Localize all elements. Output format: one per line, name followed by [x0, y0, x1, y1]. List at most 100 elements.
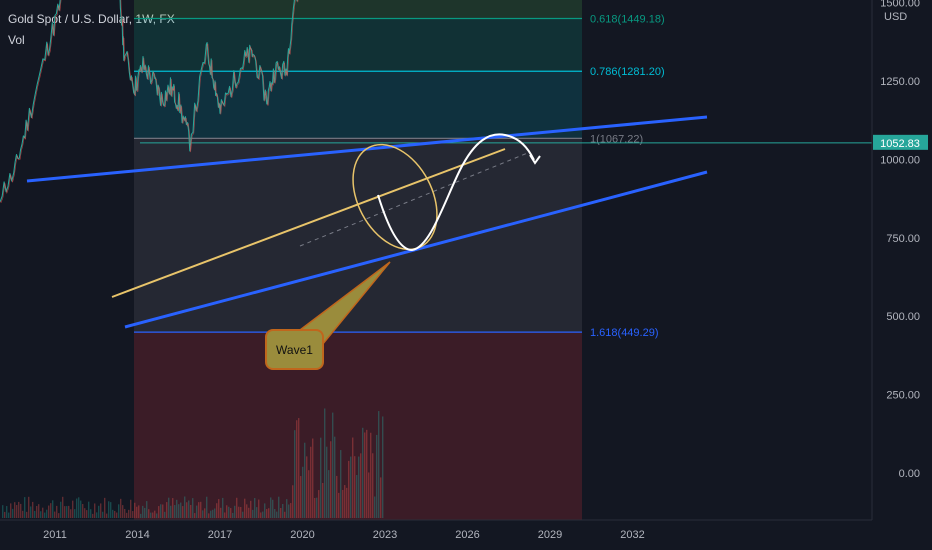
volume-indicator-label[interactable]: Vol: [8, 33, 25, 47]
volume-bar: [146, 501, 148, 518]
time-axis-panel[interactable]: [0, 520, 932, 550]
volume-bar: [4, 511, 6, 518]
volume-bar: [74, 509, 76, 518]
volume-bar: [108, 501, 110, 518]
volume-bar: [378, 411, 380, 518]
volume-bar: [282, 503, 284, 518]
highlight-ellipse[interactable]: [336, 130, 454, 264]
volume-bar: [86, 510, 88, 518]
volume-bar: [374, 496, 376, 518]
volume-bar: [152, 512, 154, 518]
volume-bar: [368, 472, 370, 518]
volume-bar: [42, 507, 44, 518]
price-tick-label: 500.00: [886, 311, 920, 323]
time-tick-label: 2020: [290, 529, 314, 541]
volume-bar: [212, 509, 214, 518]
volume-bar: [130, 499, 132, 518]
volume-bar: [128, 509, 130, 518]
volume-bar: [24, 497, 26, 518]
volume-bar: [10, 503, 12, 518]
volume-bar: [200, 501, 202, 518]
volume-bar: [338, 492, 340, 518]
volume-bar: [238, 506, 240, 518]
time-tick-label: 2011: [43, 529, 67, 541]
volume-bar: [360, 453, 362, 518]
volume-bar: [28, 496, 30, 518]
volume-bar: [132, 511, 134, 518]
projection-wave-path[interactable]: [377, 133, 535, 252]
volume-bar: [184, 496, 186, 518]
volume-bar: [110, 502, 112, 518]
volume-bar: [64, 506, 66, 518]
volume-bar: [44, 512, 46, 518]
volume-bar: [362, 427, 364, 518]
volume-bar: [324, 408, 326, 518]
volume-bar: [256, 507, 258, 518]
volume-bar: [348, 460, 350, 518]
volume-bar: [312, 438, 314, 518]
volume-bar: [296, 420, 298, 518]
volume-bar: [20, 503, 22, 518]
volume-bar: [284, 511, 286, 518]
volume-bar: [118, 504, 120, 518]
volume-bar: [32, 501, 34, 518]
volume-bar: [80, 500, 82, 518]
volume-bar: [182, 506, 184, 518]
volume-bar: [364, 432, 366, 518]
volume-bar: [6, 506, 8, 518]
dashed-projection-line[interactable]: [299, 151, 531, 247]
volume-bar: [326, 446, 328, 518]
time-tick-label: 2017: [208, 529, 232, 541]
projection-arrow-head[interactable]: [529, 154, 541, 165]
fib-zone: [134, 138, 582, 333]
volume-bar: [2, 505, 4, 518]
volume-bar: [352, 437, 354, 518]
volume-bar: [90, 509, 92, 518]
volume-bar: [258, 499, 260, 518]
volume-bar: [328, 470, 330, 518]
volume-bar: [120, 498, 122, 518]
volume-bar: [346, 487, 348, 518]
volume-bar: [268, 508, 270, 518]
volume-bar: [294, 430, 296, 518]
price-axis-panel[interactable]: [872, 0, 932, 550]
volume-bar: [208, 513, 210, 518]
volume-bar: [220, 507, 222, 518]
volume-bar: [54, 511, 56, 518]
volume-bar: [248, 507, 250, 518]
volume-bar: [18, 501, 20, 518]
volume-bar: [14, 502, 16, 518]
price-line-down: [0, 0, 299, 204]
yellow-trend-line[interactable]: [111, 148, 506, 298]
volume-bar: [52, 500, 54, 518]
volume-bar: [214, 508, 216, 518]
volume-bar: [202, 510, 204, 518]
volume-bar: [72, 500, 74, 518]
volume-bar: [236, 497, 238, 518]
volume-bar: [276, 511, 278, 518]
volume-bar: [96, 512, 98, 518]
volume-bar: [254, 498, 256, 518]
volume-bar: [112, 509, 114, 518]
volume-bar: [354, 456, 356, 518]
volume-bar: [342, 489, 344, 518]
volume-bar: [316, 497, 318, 518]
volume-bar: [56, 505, 58, 518]
price-line-up: [0, 0, 298, 202]
volume-bar: [366, 429, 368, 518]
volume-bar: [222, 497, 224, 518]
volume-bar: [22, 510, 24, 518]
volume-bar: [350, 456, 352, 518]
price-badge[interactable]: [873, 134, 928, 150]
price-tick-label: 250.00: [886, 390, 920, 402]
volume-bar: [98, 505, 100, 518]
volume-bar: [16, 505, 18, 518]
volume-bar: [228, 506, 230, 518]
volume-bar: [38, 504, 40, 518]
volume-bar: [102, 511, 104, 518]
volume-bar: [100, 503, 102, 518]
fib-level-label: 0.618(1449.18): [590, 14, 665, 26]
volume-bar: [216, 503, 218, 518]
callout-box[interactable]: [265, 329, 324, 370]
